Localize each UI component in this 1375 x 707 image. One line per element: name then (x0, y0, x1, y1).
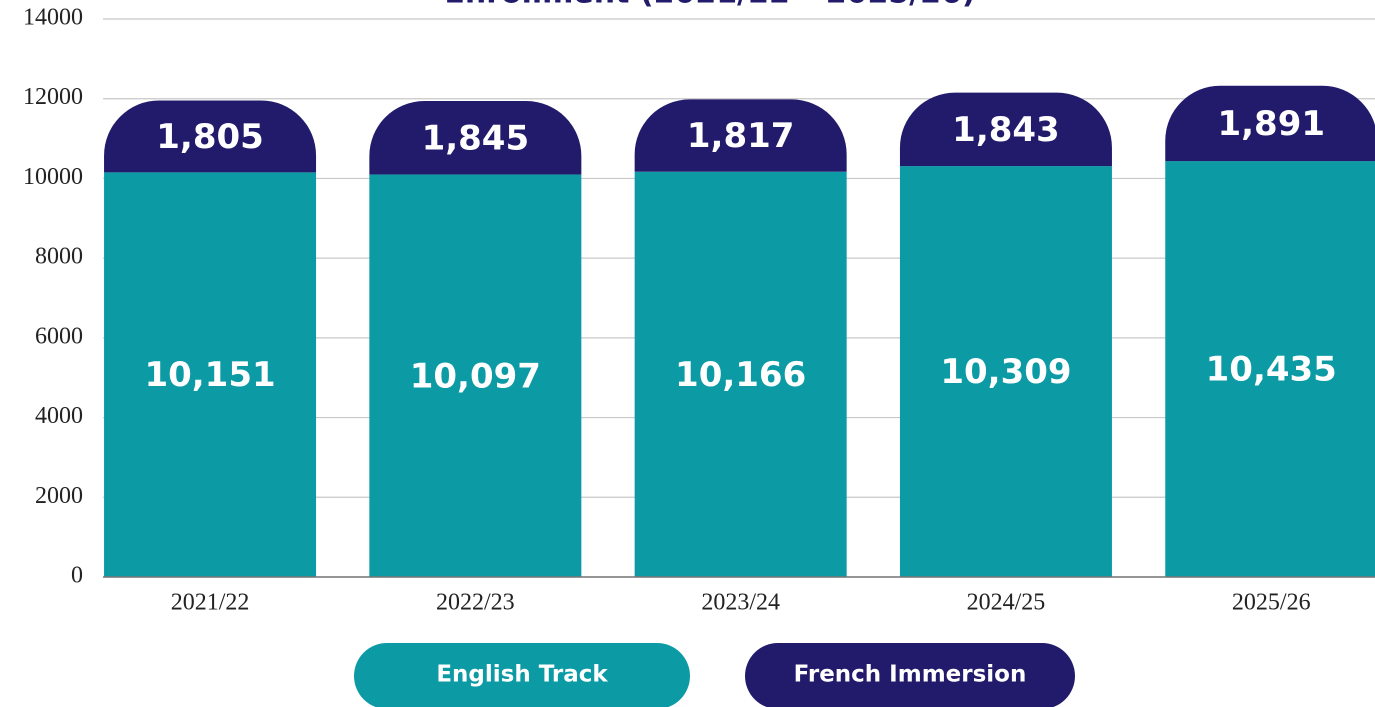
bar-segment (1165, 161, 1375, 578)
legend-item: English Track (354, 643, 690, 707)
y-tick-label: 4000 (35, 403, 83, 429)
bar-segment (1165, 85, 1375, 162)
y-tick-label: 10000 (23, 164, 83, 190)
value-label: 1,843 (952, 110, 1060, 150)
x-tick-label: 2022/23 (436, 590, 515, 616)
x-tick-label: 2025/26 (1232, 590, 1311, 616)
bar-segment (899, 92, 1112, 167)
value-label: 10,309 (940, 352, 1071, 392)
y-tick-label: 8000 (35, 244, 83, 270)
x-tick-label: 2023/24 (701, 590, 780, 616)
legend-swatch (354, 643, 690, 707)
y-tick-label: 14000 (23, 5, 83, 31)
bar-segment (899, 166, 1112, 577)
y-tick-label: 0 (71, 563, 83, 589)
bar-segment (369, 101, 582, 175)
x-tick-label: 2024/25 (967, 590, 1046, 616)
value-label: 1,805 (156, 117, 264, 157)
chart-title: Enrollment (2021/22 – 2025/26) (444, 0, 975, 11)
y-tick-label: 6000 (35, 323, 83, 349)
bar-segment (634, 171, 847, 577)
bar-segment (104, 172, 317, 577)
x-tick-label: 2021/22 (171, 590, 250, 616)
legend-swatch (745, 643, 1075, 707)
value-label: 1,845 (422, 118, 530, 158)
value-label: 10,151 (144, 355, 275, 395)
bar-segment (369, 174, 582, 577)
y-tick-label: 12000 (23, 84, 83, 110)
value-label: 1,891 (1217, 104, 1325, 144)
value-label: 10,435 (1206, 350, 1337, 390)
value-label: 10,166 (675, 355, 806, 395)
legend-item: French Immersion (745, 643, 1075, 707)
value-label: 1,817 (687, 116, 795, 156)
bar-segment (634, 99, 847, 172)
bar-segment (104, 100, 317, 173)
legend-label: French Immersion (794, 662, 1027, 688)
legend-label: English Track (436, 662, 608, 688)
value-label: 10,097 (410, 356, 541, 396)
y-tick-label: 2000 (35, 483, 83, 509)
